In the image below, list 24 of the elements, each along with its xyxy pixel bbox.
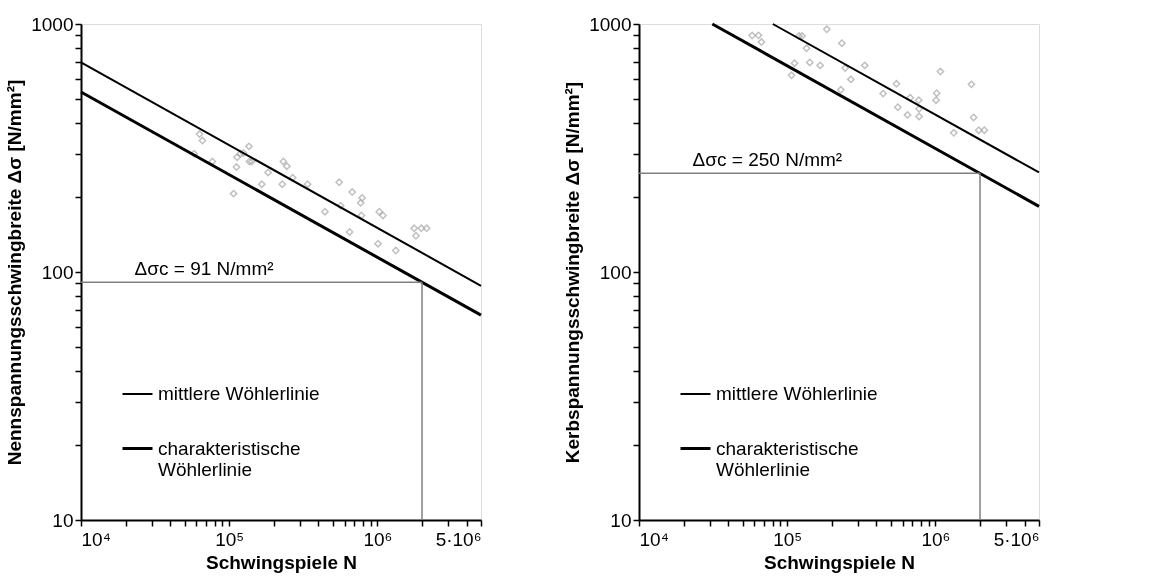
legend-label: charakteristische Wöhlerlinie xyxy=(158,437,301,480)
x-tick-label: 5·10⁶ xyxy=(993,528,1040,550)
annotation: Δσc = 250 N/mm² xyxy=(692,149,843,171)
x-tick-label: 10⁶ xyxy=(921,528,951,550)
x-tick-label: 5·10⁶ xyxy=(435,528,482,550)
y-tick-label: 100 xyxy=(41,261,74,283)
legend-label: mittlere Wöhlerlinie xyxy=(716,383,878,404)
y-tick-label: 100 xyxy=(599,261,632,283)
y-tick-label: 1000 xyxy=(589,13,632,35)
y-tick-label: 10 xyxy=(52,509,74,531)
y-axis-title: Nennspannungsschwingbreite Δσ [N/mm²] xyxy=(4,79,26,466)
x-tick-label: 10⁶ xyxy=(363,528,393,550)
legend-label: charakteristische Wöhlerlinie xyxy=(716,437,859,480)
x-tick-label: 10⁴ xyxy=(639,528,669,550)
x-axis-title: Schwingspiele N xyxy=(764,551,915,573)
x-tick-label: 10⁵ xyxy=(215,528,245,550)
x-tick-label: 10⁵ xyxy=(773,528,803,550)
x-axis-title: Schwingspiele N xyxy=(206,551,357,573)
y-axis-title: Kerbspannungsschwingbreite Δσ [N/mm²] xyxy=(562,81,584,464)
legend-label: mittlere Wöhlerlinie xyxy=(158,383,320,404)
x-tick-label: 10⁴ xyxy=(81,528,111,550)
y-tick-label: 1000 xyxy=(31,13,74,35)
annotation: Δσc = 91 N/mm² xyxy=(134,258,274,280)
y-tick-label: 10 xyxy=(610,509,632,531)
